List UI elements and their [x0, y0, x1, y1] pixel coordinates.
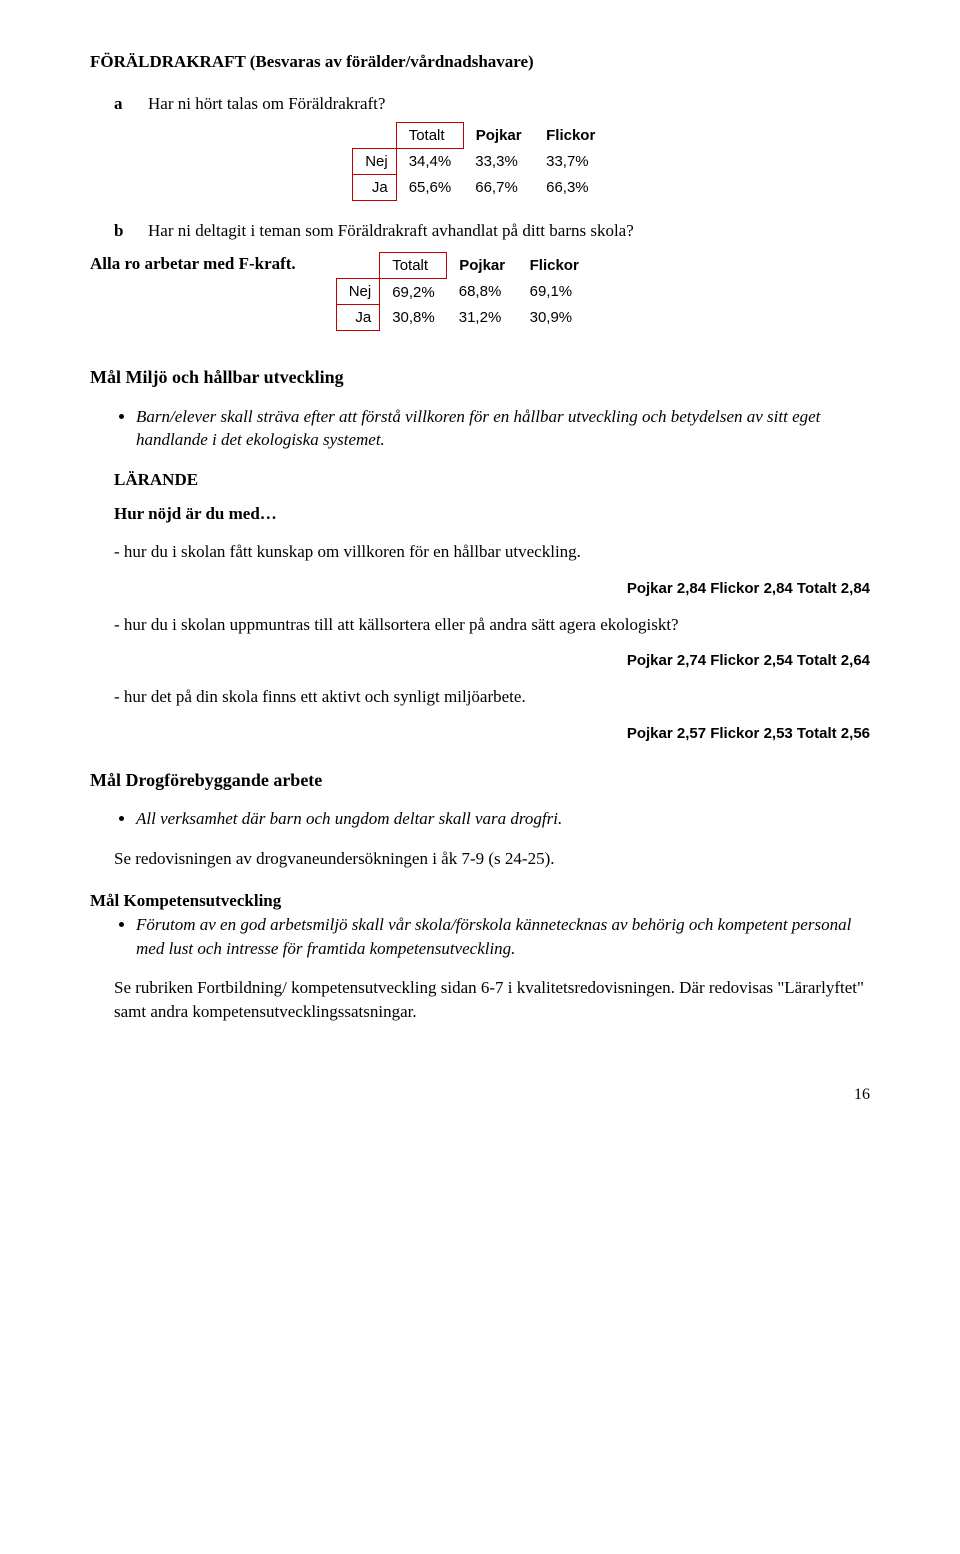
t1-r1-label: Ja: [353, 174, 397, 200]
page-container: FÖRÄLDRAKRAFT (Besvaras av förälder/vård…: [90, 50, 870, 1106]
larande-r1: Pojkar 2,74 Flickor 2,54 Totalt 2,64: [90, 650, 870, 671]
goal-comp-title: Mål Kompetensutveckling: [90, 889, 870, 913]
q-b-label: b: [114, 219, 132, 243]
t1-r0-v2: 33,7%: [534, 148, 607, 174]
t1-h1: Pojkar: [463, 122, 534, 148]
t2-r0-v2: 69,1%: [518, 279, 591, 305]
t1-r1-v2: 66,3%: [534, 174, 607, 200]
t2-r0-v0: 69,2%: [380, 279, 447, 305]
goal-drug-bullets: All verksamhet där barn och ungdom delta…: [90, 807, 870, 831]
page-number: 16: [90, 1084, 870, 1106]
t2-r1-label: Ja: [336, 305, 380, 331]
larande-r2: Pojkar 2,57 Flickor 2,53 Totalt 2,56: [90, 723, 870, 744]
q-a-text: Har ni hört talas om Föräldrakraft?: [148, 92, 385, 116]
table-2: Totalt Pojkar Flickor Nej 69,2% 68,8% 69…: [336, 252, 592, 331]
t1-r0-label: Nej: [353, 148, 397, 174]
larande-q2: - hur det på din skola finns ett aktivt …: [114, 685, 870, 709]
larande-q1: - hur du i skolan uppmuntras till att kä…: [114, 613, 870, 637]
goal-drug-body: Se redovisningen av drogvaneundersökning…: [114, 847, 870, 871]
goal-drug-bullet: All verksamhet där barn och ungdom delta…: [136, 807, 870, 831]
t1-h0: Totalt: [396, 122, 463, 148]
larande-head: LÄRANDE: [114, 468, 870, 492]
goal-comp-bullet: Förutom av en god arbetsmiljö skall vår …: [136, 913, 870, 961]
t2-h2: Flickor: [518, 253, 591, 279]
goal-env-title: Mål Miljö och hållbar utveckling: [90, 365, 870, 390]
goal-drug-title: Mål Drogförebyggande arbete: [90, 768, 870, 793]
goal-comp-bullets: Förutom av en god arbetsmiljö skall vår …: [90, 913, 870, 961]
section-title: FÖRÄLDRAKRAFT (Besvaras av förälder/vård…: [90, 50, 870, 74]
t2-h1: Pojkar: [447, 253, 518, 279]
larande-lead: Hur nöjd är du med…: [114, 502, 870, 526]
q-b-text: Har ni deltagit i teman som Föräldrakraf…: [148, 219, 634, 243]
t1-r0-v0: 34,4%: [396, 148, 463, 174]
larande-q0: - hur du i skolan fått kunskap om villko…: [114, 540, 870, 564]
t2-r1-v0: 30,8%: [380, 305, 447, 331]
t1-r1-v1: 66,7%: [463, 174, 534, 200]
question-b-row: b Har ni deltagit i teman som Föräldrakr…: [90, 219, 870, 243]
q-a-label: a: [114, 92, 132, 116]
goal-env-bullet: Barn/elever skall sträva efter att först…: [136, 405, 870, 453]
question-a-row: a Har ni hört talas om Föräldrakraft?: [90, 92, 870, 116]
table-1: Totalt Pojkar Flickor Nej 34,4% 33,3% 33…: [352, 122, 608, 201]
t2-r0-label: Nej: [336, 279, 380, 305]
t2-h0: Totalt: [380, 253, 447, 279]
goal-env-bullets: Barn/elever skall sträva efter att först…: [90, 405, 870, 453]
larande-r0: Pojkar 2,84 Flickor 2,84 Totalt 2,84: [90, 578, 870, 599]
t1-h2: Flickor: [534, 122, 607, 148]
table-1-wrap: Totalt Pojkar Flickor Nej 34,4% 33,3% 33…: [90, 122, 870, 201]
goal-comp-body: Se rubriken Fortbildning/ kompetensutvec…: [114, 976, 870, 1024]
t2-r0-v1: 68,8%: [447, 279, 518, 305]
t1-r1-v0: 65,6%: [396, 174, 463, 200]
side-note: Alla ro arbetar med F-kraft.: [90, 252, 296, 276]
row-b-block: Alla ro arbetar med F-kraft. Totalt Pojk…: [90, 252, 870, 331]
t2-r1-v2: 30,9%: [518, 305, 591, 331]
t1-r0-v1: 33,3%: [463, 148, 534, 174]
t2-r1-v1: 31,2%: [447, 305, 518, 331]
